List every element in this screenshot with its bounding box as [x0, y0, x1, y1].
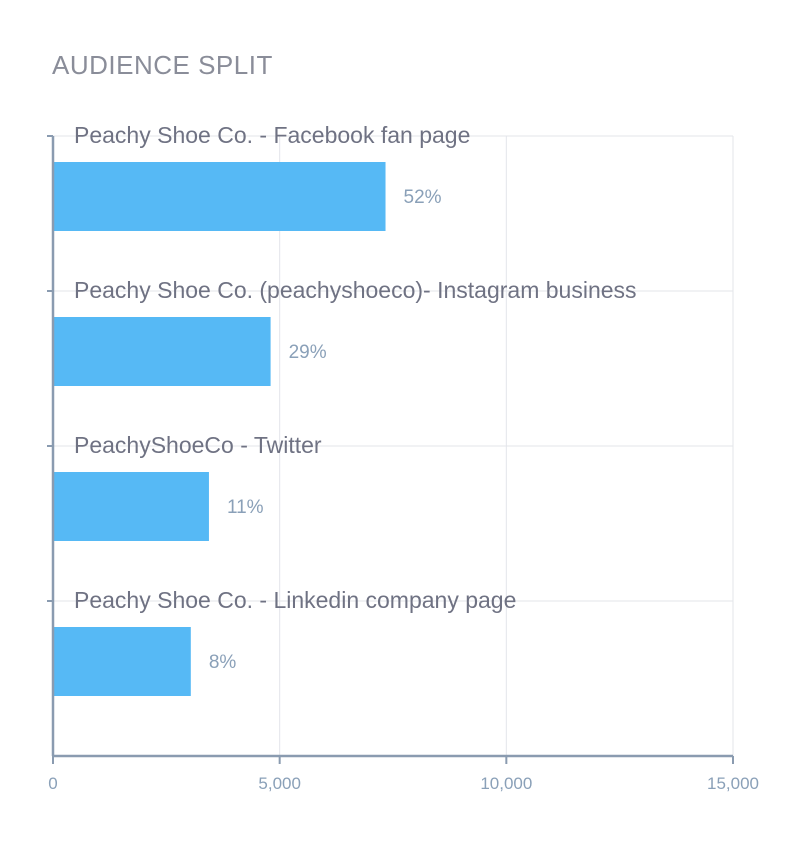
x-tick-label: 10,000: [480, 774, 532, 793]
category-label: PeachyShoeCo - Twitter: [74, 432, 322, 458]
x-tick-label: 15,000: [707, 774, 759, 793]
bar: [53, 162, 386, 231]
category-label: Peachy Shoe Co. - Facebook fan page: [74, 122, 470, 148]
data-label: 8%: [209, 652, 237, 673]
bar: [53, 317, 271, 386]
x-tick-label: 5,000: [258, 774, 301, 793]
data-label: 11%: [227, 497, 264, 518]
data-label: 52%: [404, 187, 442, 208]
category-label: Peachy Shoe Co. - Linkedin company page: [74, 587, 516, 613]
category-label: Peachy Shoe Co. (peachyshoeco)- Instagra…: [74, 277, 637, 303]
data-label: 29%: [289, 342, 327, 363]
bar: [53, 627, 191, 696]
x-tick-label: 0: [48, 774, 57, 793]
bar: [53, 472, 209, 541]
chart-title: AUDIENCE SPLIT: [52, 50, 273, 80]
